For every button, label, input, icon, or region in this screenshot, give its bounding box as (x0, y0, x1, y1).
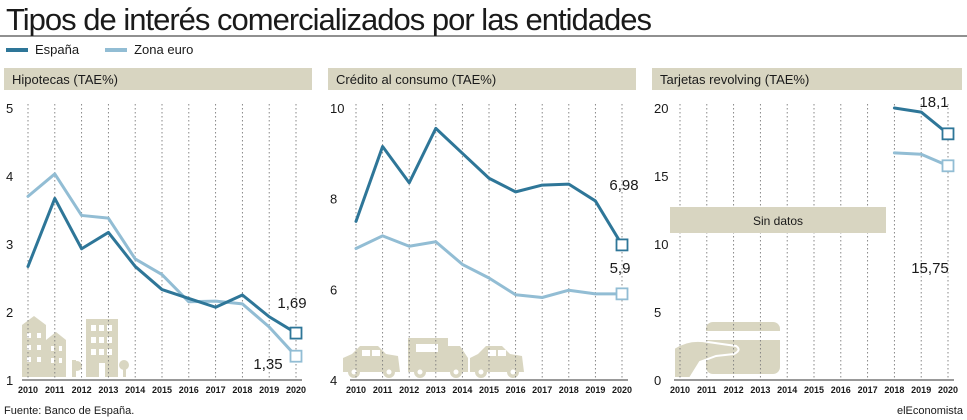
ytick-label: 2 (6, 305, 13, 320)
xtick-label: 2020 (286, 385, 306, 395)
xtick-label: 2017 (206, 385, 226, 395)
legend-label-euro: Zona euro (134, 42, 194, 57)
xtick-label: 2018 (559, 385, 579, 395)
no-data-label: Sin datos (753, 214, 803, 228)
end-marker-euro (615, 287, 629, 301)
legend-swatch-euro (105, 47, 128, 52)
xtick-label: 2014 (452, 385, 472, 395)
xtick-label: 2011 (45, 385, 65, 395)
ytick-label: 4 (330, 373, 337, 388)
xtick-label: 2019 (911, 385, 931, 395)
series-line-euro (892, 151, 950, 168)
ytick-label: 5 (654, 305, 661, 320)
legend: España Zona euro (6, 42, 219, 57)
buildings-illustration (22, 316, 129, 377)
chart-3: Tarjetas revolving (TAE%) 0 5 10 15 20 2010 201… (652, 68, 962, 395)
xtick-label: 2015 (804, 385, 824, 395)
end-label-spain: 18,1 (919, 94, 948, 111)
end-label-euro: 5,9 (610, 260, 631, 277)
xtick-label: 2012 (72, 385, 92, 395)
xtick-label: 2020 (612, 385, 632, 395)
end-marker-spain (289, 326, 303, 340)
xtick-label: 2016 (179, 385, 199, 395)
xtick-label: 2010 (18, 385, 38, 395)
xtick-label: 2014 (777, 385, 797, 395)
xtick-label: 2013 (98, 385, 118, 395)
xtick-label: 2019 (259, 385, 279, 395)
xtick-label: 2018 (884, 385, 904, 395)
xtick-label: 2011 (697, 385, 717, 395)
footer-brand: elEconomista (896, 405, 963, 417)
ytick-label: 5 (6, 101, 13, 116)
ytick-label: 1 (6, 373, 13, 388)
ytick-label: 6 (330, 282, 337, 297)
end-label-euro: 1,35 (253, 356, 282, 373)
series-line-euro (26, 172, 298, 358)
chart-1: Hipotecas (TAE%) 1 2 3 4 5 2010 2011 2012 2013 201… (4, 68, 312, 395)
xtick-label: 2016 (831, 385, 851, 395)
xtick-label: 2017 (532, 385, 552, 395)
end-marker-spain (941, 127, 955, 141)
end-marker-euro (289, 349, 303, 363)
xtick-label: 2012 (399, 385, 419, 395)
legend-item-spain: España (6, 42, 79, 57)
page-title: Tipos de interés comercializados por las… (6, 2, 652, 37)
ytick-label: 10 (654, 237, 668, 252)
ytick-label: 10 (330, 101, 344, 116)
series-line-spain (892, 106, 950, 136)
ytick-label: 0 (654, 373, 661, 388)
xtick-label: 2010 (346, 385, 366, 395)
chart-header-band (328, 68, 636, 90)
ytick-label: 15 (654, 169, 668, 184)
ytick-label: 4 (6, 169, 13, 184)
chart-header-band (652, 68, 962, 90)
chart-2: Crédito al consumo (TAE%) 4 6 8 10 2010 2011 20… (328, 68, 639, 395)
xtick-label: 2013 (426, 385, 446, 395)
chart-title: Tarjetas revolving (TAE%) (660, 72, 809, 87)
xtick-label: 2011 (373, 385, 393, 395)
card-illustration (673, 322, 780, 379)
xtick-label: 2010 (670, 385, 690, 395)
xtick-label: 2015 (479, 385, 499, 395)
series-line-spain (354, 126, 624, 247)
xtick-label: 2014 (125, 385, 145, 395)
xtick-label: 2012 (724, 385, 744, 395)
chart-header-band (4, 68, 312, 90)
end-marker-euro (941, 159, 955, 173)
series-line-spain (26, 196, 298, 335)
xtick-label: 2016 (506, 385, 526, 395)
legend-item-euro: Zona euro (105, 42, 193, 57)
series-line-euro (354, 234, 624, 299)
end-label-spain: 1,69 (277, 295, 306, 312)
chart-title: Hipotecas (TAE%) (12, 72, 118, 87)
xtick-label: 2019 (585, 385, 605, 395)
end-marker-spain (615, 238, 629, 252)
end-label-spain: 6,98 (609, 177, 638, 194)
ytick-label: 8 (330, 192, 337, 207)
xtick-label: 2018 (232, 385, 252, 395)
vehicles-illustration (343, 338, 524, 378)
xtick-label: 2017 (858, 385, 878, 395)
xtick-label: 2015 (152, 385, 172, 395)
end-label-euro: 15,75 (911, 260, 949, 277)
legend-swatch-spain (6, 47, 28, 52)
ytick-label: 20 (654, 101, 668, 116)
legend-label-spain: España (35, 42, 80, 57)
chart-title: Crédito al consumo (TAE%) (336, 72, 496, 87)
xtick-label: 2020 (938, 385, 958, 395)
ytick-label: 3 (6, 237, 13, 252)
xtick-label: 2013 (750, 385, 770, 395)
footer-source: Fuente: Banco de España. (4, 405, 135, 417)
no-data-band (670, 207, 886, 233)
